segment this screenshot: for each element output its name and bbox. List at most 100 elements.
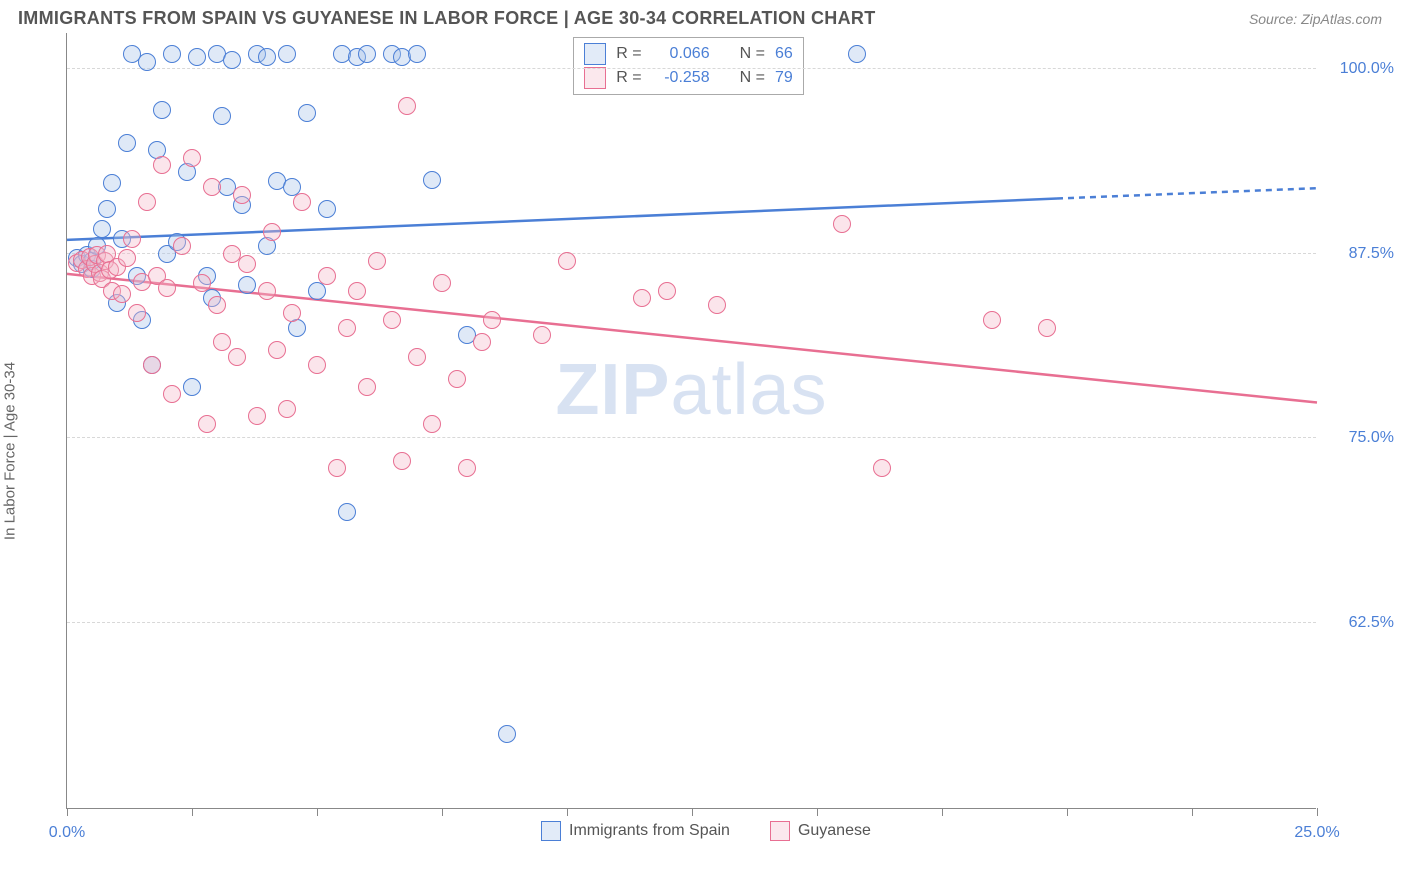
scatter-point xyxy=(148,141,166,159)
watermark-rest: atlas xyxy=(670,350,827,430)
scatter-point xyxy=(213,107,231,125)
scatter-point xyxy=(983,311,1001,329)
legend-r-value: -0.258 xyxy=(652,66,710,90)
scatter-point xyxy=(633,289,651,307)
scatter-point xyxy=(238,276,256,294)
scatter-point xyxy=(348,282,366,300)
legend-n-value: 66 xyxy=(775,42,793,66)
legend-top-row: R = 0.066 N = 66 xyxy=(584,42,792,66)
scatter-point xyxy=(68,254,86,272)
scatter-point xyxy=(83,252,101,270)
scatter-point xyxy=(163,385,181,403)
legend-swatch xyxy=(584,43,606,65)
scatter-point xyxy=(533,326,551,344)
scatter-point xyxy=(228,348,246,366)
scatter-point xyxy=(383,45,401,63)
scatter-point xyxy=(458,326,476,344)
scatter-point xyxy=(193,274,211,292)
scatter-point xyxy=(498,725,516,743)
source-label: Source: ZipAtlas.com xyxy=(1249,11,1382,27)
scatter-point xyxy=(423,171,441,189)
scatter-point xyxy=(283,178,301,196)
scatter-point xyxy=(133,273,151,291)
legend-swatch xyxy=(541,821,561,841)
scatter-point xyxy=(873,459,891,477)
x-tick xyxy=(192,808,193,816)
scatter-point xyxy=(348,48,366,66)
trend-line xyxy=(67,274,1317,403)
scatter-point xyxy=(278,45,296,63)
x-tick xyxy=(1067,808,1068,816)
scatter-point xyxy=(318,200,336,218)
scatter-point xyxy=(383,311,401,329)
scatter-point xyxy=(318,267,336,285)
scatter-point xyxy=(103,174,121,192)
scatter-point xyxy=(208,45,226,63)
scatter-point xyxy=(238,255,256,273)
x-tick xyxy=(692,808,693,816)
scatter-point xyxy=(408,348,426,366)
scatter-point xyxy=(123,45,141,63)
scatter-point xyxy=(91,264,109,282)
scatter-point xyxy=(448,370,466,388)
y-axis-label: In Labor Force | Age 30-34 xyxy=(2,362,19,540)
grid-line xyxy=(67,437,1316,438)
scatter-point xyxy=(93,270,111,288)
scatter-point xyxy=(398,97,416,115)
scatter-point xyxy=(138,193,156,211)
scatter-point xyxy=(163,45,181,63)
legend-n-label: N = xyxy=(740,42,765,66)
scatter-point xyxy=(483,311,501,329)
legend-r-label: R = xyxy=(616,42,641,66)
scatter-point xyxy=(203,289,221,307)
scatter-point xyxy=(213,333,231,351)
x-tick xyxy=(817,808,818,816)
scatter-point xyxy=(308,282,326,300)
scatter-point xyxy=(83,260,101,278)
scatter-point xyxy=(113,230,131,248)
scatter-point xyxy=(233,196,251,214)
scatter-point xyxy=(248,45,266,63)
legend-n-label: N = xyxy=(740,66,765,90)
scatter-point xyxy=(268,172,286,190)
scatter-point xyxy=(78,260,96,278)
legend-n-value: 79 xyxy=(775,66,793,90)
legend-top: R = 0.066 N = 66 R = -0.258 N = 79 xyxy=(573,37,803,95)
scatter-point xyxy=(288,319,306,337)
scatter-point xyxy=(423,415,441,433)
legend-r-value: 0.066 xyxy=(652,42,710,66)
scatter-point xyxy=(283,304,301,322)
scatter-point xyxy=(158,279,176,297)
scatter-point xyxy=(143,356,161,374)
plot-area: ZIPatlas R = 0.066 N = 66 R = -0.258 N =… xyxy=(66,33,1316,809)
legend-r-label: R = xyxy=(616,66,641,90)
trend-lines-svg xyxy=(67,33,1317,809)
y-tick-label: 100.0% xyxy=(1324,60,1394,78)
scatter-point xyxy=(148,267,166,285)
chart-title: IMMIGRANTS FROM SPAIN VS GUYANESE IN LAB… xyxy=(18,8,876,29)
x-tick-label-start: 0.0% xyxy=(49,824,85,842)
legend-bottom-item: Immigrants from Spain xyxy=(541,821,730,841)
legend-bottom-label: Guyanese xyxy=(798,822,871,840)
scatter-point xyxy=(458,459,476,477)
scatter-point xyxy=(248,407,266,425)
scatter-point xyxy=(153,101,171,119)
scatter-point xyxy=(96,252,114,270)
watermark-bold: ZIP xyxy=(555,350,670,430)
scatter-point xyxy=(338,503,356,521)
header: IMMIGRANTS FROM SPAIN VS GUYANESE IN LAB… xyxy=(0,0,1406,33)
scatter-point xyxy=(328,459,346,477)
scatter-point xyxy=(208,296,226,314)
grid-line xyxy=(67,622,1316,623)
scatter-point xyxy=(98,245,116,263)
x-tick xyxy=(1192,808,1193,816)
scatter-point xyxy=(183,378,201,396)
scatter-point xyxy=(86,255,104,273)
scatter-point xyxy=(473,333,491,351)
x-tick xyxy=(67,808,68,816)
trend-line xyxy=(67,199,1057,240)
scatter-point xyxy=(168,233,186,251)
scatter-point xyxy=(223,245,241,263)
legend-bottom-label: Immigrants from Spain xyxy=(569,822,730,840)
scatter-point xyxy=(88,246,106,264)
